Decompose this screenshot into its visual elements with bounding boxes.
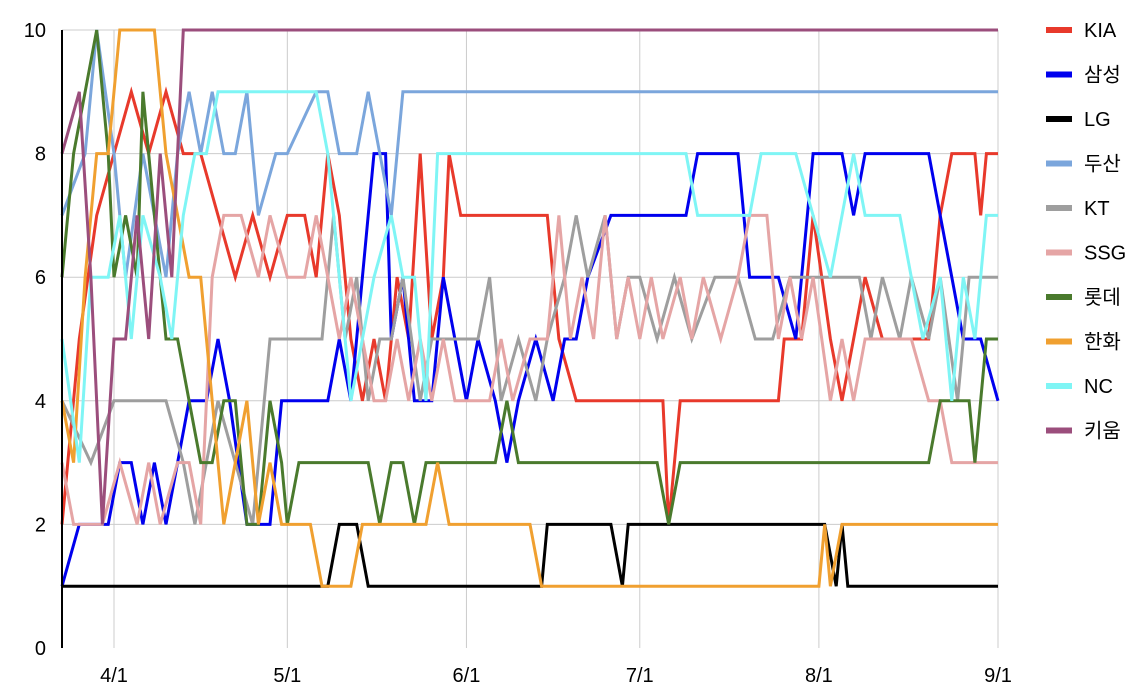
legend-swatch — [1046, 116, 1072, 122]
legend-swatch — [1046, 338, 1072, 345]
series-line-8 — [60, 28, 998, 588]
legend-label: 롯데 — [1084, 286, 1121, 309]
legend-label: 삼성 — [1084, 64, 1121, 87]
series-line-2 — [60, 152, 1000, 587]
y-tick-label: 2 — [35, 514, 46, 536]
legend-swatch — [1046, 427, 1072, 434]
x-tick-label: 8/1 — [805, 665, 833, 687]
series-line-10 — [60, 28, 998, 525]
legend-swatch — [1046, 71, 1072, 78]
legend-label: KIA — [1084, 20, 1117, 42]
x-tick-label: 6/1 — [453, 665, 481, 687]
y-tick-label: 4 — [35, 391, 46, 413]
legend-label: SSG — [1084, 243, 1126, 265]
series-line-9 — [60, 90, 998, 463]
y-tick-labels: 0 2 4 6 8 10 — [24, 20, 46, 660]
legend-label: 키움 — [1084, 420, 1121, 443]
legend-swatch — [1046, 383, 1072, 389]
y-tick-label: 10 — [24, 20, 46, 42]
legend-label: LG — [1084, 109, 1111, 131]
series-line-5 — [60, 214, 998, 525]
legend-swatch — [1046, 160, 1072, 167]
legend-label: 한화 — [1084, 331, 1121, 354]
x-tick-label: 7/1 — [626, 665, 654, 687]
legend-swatch — [1046, 294, 1072, 300]
legend-label: 두산 — [1084, 153, 1121, 176]
legend-swatch — [1046, 27, 1072, 33]
x-tick-label: 4/1 — [100, 665, 128, 687]
series-line-3 — [62, 522, 998, 588]
legend-swatch — [1046, 249, 1072, 256]
y-tick-label: 8 — [35, 144, 46, 166]
x-tick-label: 5/1 — [273, 665, 301, 687]
x-tick-labels: 4/1 5/1 6/1 7/1 8/1 9/1 — [100, 665, 1012, 687]
legend-swatch — [1046, 205, 1072, 211]
legend-label: NC — [1084, 376, 1113, 398]
y-tick-label: 0 — [35, 638, 46, 660]
legend-label: KT — [1084, 198, 1110, 220]
x-tick-label: 9/1 — [984, 665, 1012, 687]
series-lines — [60, 28, 1000, 588]
series-line-4 — [60, 29, 998, 278]
series-line-6 — [60, 213, 998, 526]
y-tick-label: 6 — [35, 267, 46, 289]
